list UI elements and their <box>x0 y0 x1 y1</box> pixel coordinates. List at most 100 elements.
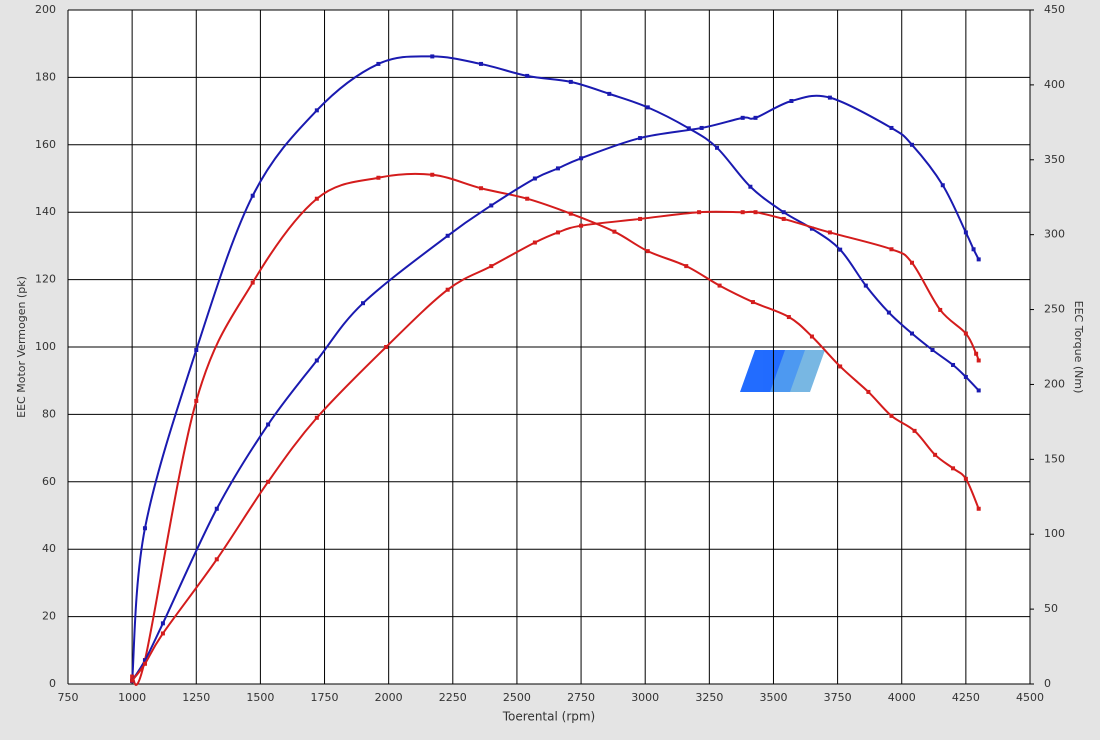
x-tick-label: 4000 <box>888 691 916 704</box>
point <box>314 108 319 113</box>
point <box>889 125 894 130</box>
y-tick-label: 140 <box>35 205 56 218</box>
point <box>753 210 758 215</box>
point <box>130 678 135 683</box>
point <box>933 452 938 457</box>
x-tick-label: 2750 <box>567 691 595 704</box>
point <box>838 364 843 369</box>
x-tick-label: 3250 <box>695 691 723 704</box>
point <box>786 315 791 320</box>
point <box>963 331 968 336</box>
point <box>809 226 814 231</box>
y2-tick-label: 50 <box>1044 602 1058 615</box>
point <box>976 388 981 393</box>
point <box>909 331 914 336</box>
x-tick-label: 750 <box>58 691 79 704</box>
point <box>430 172 435 177</box>
y-tick-label: 180 <box>35 70 56 83</box>
point <box>579 156 584 161</box>
point <box>697 210 702 215</box>
x-tick-label: 1250 <box>182 691 210 704</box>
x-tick-label: 2250 <box>439 691 467 704</box>
point <box>479 186 484 191</box>
point <box>361 301 366 306</box>
point <box>715 145 720 150</box>
point <box>250 193 255 198</box>
point <box>376 175 381 180</box>
x-tick-label: 3500 <box>759 691 787 704</box>
point <box>740 115 745 120</box>
point <box>789 98 794 103</box>
point <box>684 264 689 269</box>
y2-tick-label: 100 <box>1044 527 1065 540</box>
y-tick-label: 60 <box>42 475 56 488</box>
point <box>568 211 573 216</box>
point <box>750 300 755 305</box>
point <box>314 196 319 201</box>
point <box>525 73 530 78</box>
y2-axis-label: EEC Torque (Nm) <box>1072 301 1085 394</box>
y-tick-label: 0 <box>49 677 56 690</box>
point <box>963 230 968 235</box>
point <box>753 115 758 120</box>
point <box>214 506 219 511</box>
point <box>974 351 979 356</box>
point <box>909 142 914 147</box>
point <box>314 358 319 363</box>
point <box>194 347 199 352</box>
point <box>525 196 530 201</box>
y2-tick-label: 200 <box>1044 377 1065 390</box>
point <box>740 210 745 215</box>
point <box>194 398 199 403</box>
point <box>699 125 704 130</box>
point <box>863 283 868 288</box>
watermark-logo <box>740 350 825 392</box>
y-tick-label: 200 <box>35 3 56 16</box>
y2-tick-label: 0 <box>1044 677 1051 690</box>
point <box>376 61 381 66</box>
point <box>866 389 871 394</box>
y2-tick-label: 450 <box>1044 3 1065 16</box>
y2-tick-label: 300 <box>1044 228 1065 241</box>
point <box>976 506 981 511</box>
point <box>142 658 147 663</box>
y2-tick-label: 350 <box>1044 153 1065 166</box>
point <box>479 61 484 66</box>
point <box>384 345 389 349</box>
point <box>951 466 956 471</box>
point <box>532 240 537 245</box>
point <box>976 257 981 262</box>
point <box>579 223 584 228</box>
point <box>142 661 147 666</box>
point <box>748 184 753 189</box>
point <box>971 247 976 252</box>
point <box>645 105 650 110</box>
point <box>938 307 943 312</box>
x-tick-label: 1500 <box>246 691 274 704</box>
point <box>266 422 271 427</box>
point <box>489 203 494 208</box>
point <box>781 216 786 221</box>
x-tick-label: 3000 <box>631 691 659 704</box>
point <box>909 260 914 265</box>
y-tick-label: 40 <box>42 542 56 555</box>
point <box>612 229 617 234</box>
y-tick-label: 160 <box>35 138 56 151</box>
point <box>781 210 786 215</box>
x-tick-label: 2000 <box>375 691 403 704</box>
point <box>130 674 135 679</box>
x-tick-label: 1000 <box>118 691 146 704</box>
point <box>827 230 832 235</box>
point <box>555 166 560 171</box>
point <box>214 557 219 562</box>
point <box>445 233 450 238</box>
point <box>963 476 968 481</box>
y2-tick-label: 150 <box>1044 452 1065 465</box>
point <box>638 136 643 141</box>
point <box>430 54 435 59</box>
point <box>963 374 968 379</box>
point <box>889 247 894 252</box>
point <box>160 631 165 636</box>
